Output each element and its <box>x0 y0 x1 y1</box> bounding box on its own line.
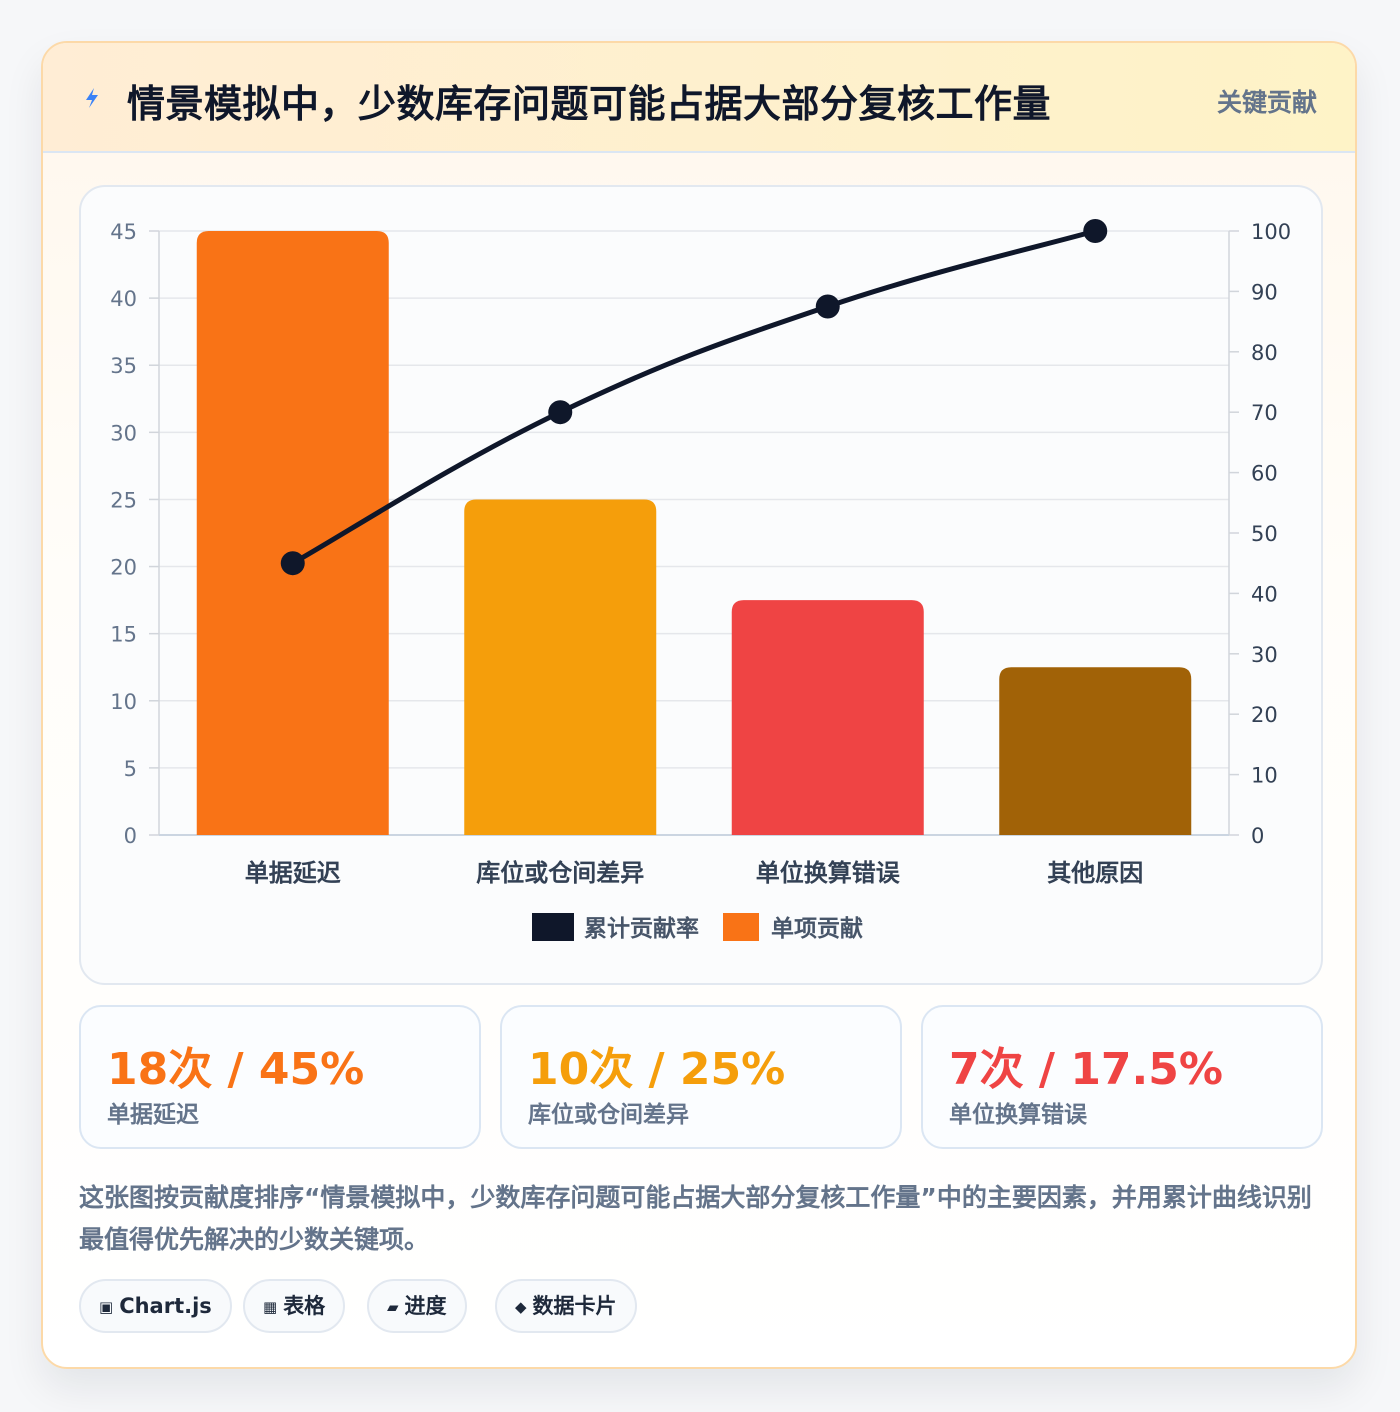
y-tick-label-left: 45 <box>110 220 137 244</box>
pareto-chart: 0 5 10 15 20 25 30 35 40 45 0 10 20 30 40 50 60 70 80 90 100… <box>110 219 1291 942</box>
chart-icon: ▣ <box>99 1298 114 1316</box>
stat-card-3: 7次 / 17.5% 单位换算错误 <box>921 1005 1323 1149</box>
page-title: 情景模拟中，少数库存问题可能占据大部分复核工作量 <box>127 82 1052 126</box>
cumulative-point <box>280 551 305 576</box>
chip-label: 数据卡片 <box>532 1294 617 1318</box>
progress-icon: ▰ <box>387 1298 399 1316</box>
chart-panel: 0 5 10 15 20 25 30 35 40 45 0 10 20 30 40 50 60 70 80 90 100… <box>79 185 1323 985</box>
bar <box>731 600 924 835</box>
stat-card-1: 18次 / 45% 单据延迟 <box>79 1005 481 1149</box>
y-tick-label-right: 50 <box>1251 522 1278 546</box>
chip-chartjs[interactable]: ▣ Chart.js <box>79 1279 232 1333</box>
bar <box>464 499 657 835</box>
y-tick-label-right: 100 <box>1251 220 1291 244</box>
y-tick-label-left: 0 <box>124 824 137 848</box>
y-tick-label-left: 10 <box>110 690 137 714</box>
y-tick-label-left: 40 <box>110 287 137 311</box>
chip-label: 表格 <box>283 1294 326 1318</box>
y-tick-label-right: 40 <box>1251 582 1278 606</box>
y-tick-label-right: 80 <box>1251 341 1278 365</box>
table-icon: ▦ <box>263 1298 278 1316</box>
y-tick-label-left: 20 <box>110 556 137 580</box>
stat-label: 单据延迟 <box>107 1102 199 1128</box>
cumulative-line <box>291 228 1096 566</box>
y-tick-label-left: 35 <box>110 354 137 378</box>
lightning-icon <box>86 88 98 108</box>
stat-value: 7次 / 17.5% <box>949 1044 1223 1095</box>
legend-swatch-cumulative <box>532 913 574 941</box>
y-tick-label-right: 30 <box>1251 643 1278 667</box>
chip-table[interactable]: ▦ 表格 <box>243 1279 346 1333</box>
chip-progress[interactable]: ▰ 进度 <box>367 1279 467 1333</box>
chart-description: 这张图按贡献度排序“情景模拟中，少数库存问题可能占据大部分复核工作量”中的主要因… <box>79 1183 1312 1254</box>
x-tick-label: 其他原因 <box>1047 859 1143 887</box>
y-tick-label-left: 15 <box>110 623 137 647</box>
y-tick-label-right: 90 <box>1251 280 1278 304</box>
bar <box>999 667 1192 835</box>
y-tick-label-right: 10 <box>1251 764 1278 788</box>
x-tick-label: 单位换算错误 <box>756 859 901 887</box>
stat-value: 10次 / 25% <box>528 1044 786 1095</box>
legend-label-cumulative: 累计贡献率 <box>584 915 699 942</box>
cumulative-point <box>815 294 840 319</box>
chip-label: 进度 <box>404 1294 447 1318</box>
y-tick-label-left: 5 <box>124 757 137 781</box>
y-tick-label-right: 60 <box>1251 462 1278 486</box>
x-tick-label: 库位或仓间差异 <box>476 859 644 887</box>
y-tick-label-left: 25 <box>110 488 137 512</box>
stat-label: 库位或仓间差异 <box>528 1102 689 1128</box>
card-header: 情景模拟中，少数库存问题可能占据大部分复核工作量 关键贡献 <box>43 43 1355 153</box>
y-tick-label-right: 0 <box>1251 824 1264 848</box>
y-tick-label-right: 70 <box>1251 401 1278 425</box>
chip-data-card[interactable]: ◆ 数据卡片 <box>495 1279 637 1333</box>
stat-value: 18次 / 45% <box>107 1044 365 1095</box>
diamond-icon: ◆ <box>515 1298 527 1316</box>
stat-card-2: 10次 / 25% 库位或仓间差异 <box>500 1005 902 1149</box>
legend-label-item: 单项贡献 <box>771 916 863 942</box>
header-badge: 关键贡献 <box>1216 88 1317 117</box>
chip-label: Chart.js <box>119 1294 212 1318</box>
cumulative-point <box>1083 219 1108 243</box>
legend-swatch-item <box>723 913 759 941</box>
cumulative-point <box>548 400 573 425</box>
stat-label: 单位换算错误 <box>949 1102 1087 1128</box>
bar <box>196 231 389 835</box>
x-tick-label: 单据延迟 <box>245 859 341 887</box>
y-tick-label-right: 20 <box>1251 703 1278 727</box>
y-tick-label-left: 30 <box>110 421 137 445</box>
chart-card: 情景模拟中，少数库存问题可能占据大部分复核工作量 关键贡献 0 5 10 15 20 25… <box>41 41 1357 1369</box>
